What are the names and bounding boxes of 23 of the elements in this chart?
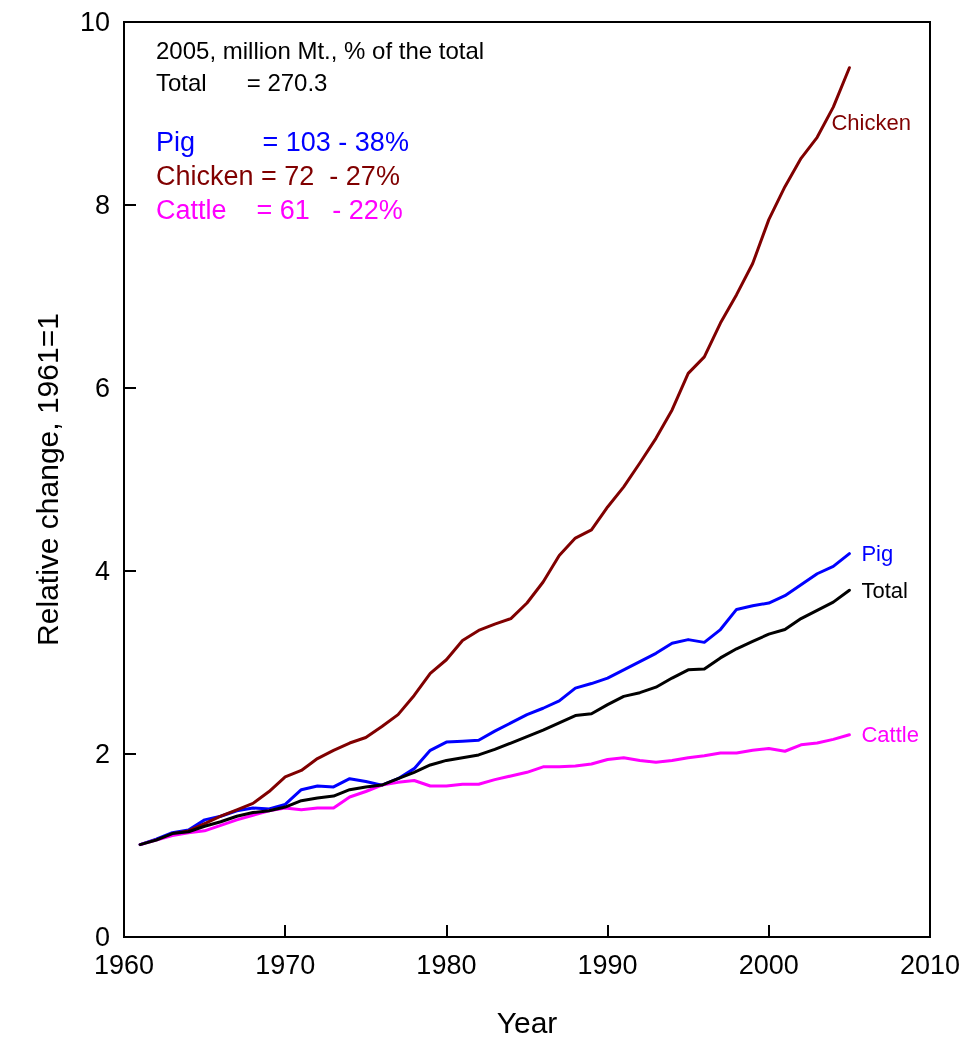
y-tick-label: 2 <box>94 739 110 769</box>
annotation: Total = 270.3 <box>156 68 328 96</box>
annotation: Pig = 103 - 38% <box>156 126 409 157</box>
x-axis-title: Year <box>496 1005 558 1039</box>
annotation: Cattle = 61 - 22% <box>156 194 403 225</box>
x-tick-label: 1970 <box>255 949 316 980</box>
y-tick-label: 0 <box>94 922 110 952</box>
series-label: Cattle <box>861 722 919 748</box>
series-label: Total <box>861 577 908 603</box>
y-tick-label: 10 <box>79 7 110 37</box>
x-tick-label: 1980 <box>416 949 477 980</box>
x-tick-label: 1960 <box>93 949 155 980</box>
y-axis-title: Relative change, 1961=1 <box>30 313 64 646</box>
annotation: Chicken = 72 - 27% <box>156 160 400 191</box>
y-tick-label: 8 <box>94 190 110 220</box>
annotation: 2005, million Mt., % of the total <box>156 36 485 64</box>
series-label: Pig <box>861 541 894 567</box>
y-tick-label: 6 <box>94 373 110 403</box>
x-tick-label: 1990 <box>577 949 638 980</box>
x-tick-label: 2010 <box>899 949 961 980</box>
series-label: Chicken <box>831 110 911 136</box>
y-tick-label: 4 <box>94 556 110 586</box>
x-tick-label: 2000 <box>738 949 799 980</box>
